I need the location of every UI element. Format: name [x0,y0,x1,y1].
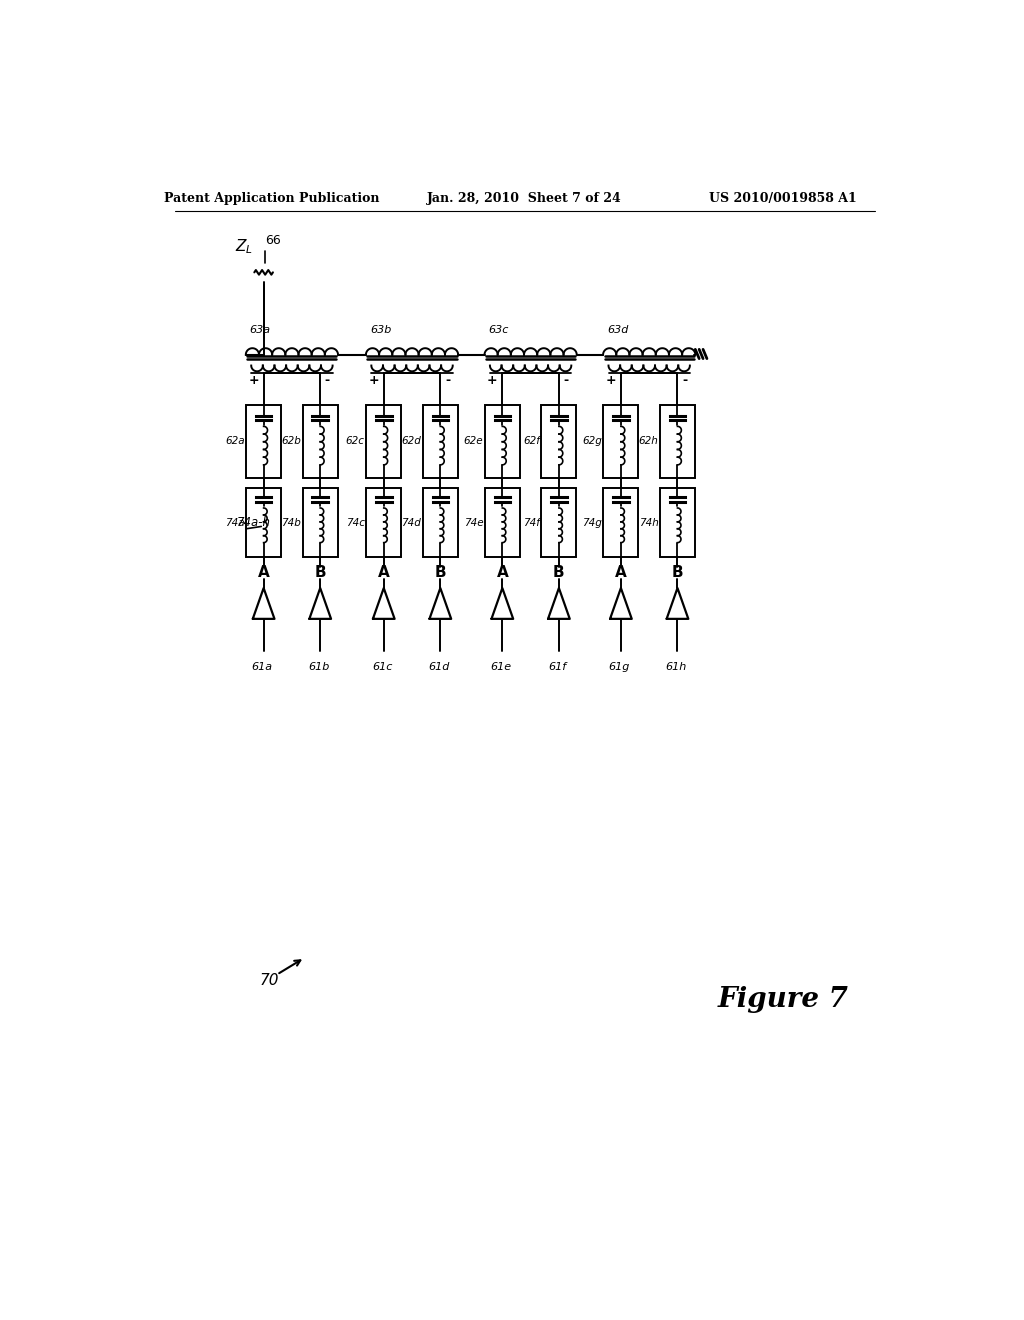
Text: B: B [553,565,564,581]
Text: 62a: 62a [225,437,245,446]
Text: 61d: 61d [428,661,450,672]
Text: 62c: 62c [346,437,365,446]
Text: 61h: 61h [666,661,686,672]
Bar [485,488,520,557]
Text: 63d: 63d [607,325,629,335]
Bar [660,405,695,478]
Text: 62e: 62e [464,437,483,446]
Text: US 2010/0019858 A1: US 2010/0019858 A1 [709,191,857,205]
Text: +: + [249,374,259,387]
Bar [603,488,638,557]
Text: 61g: 61g [608,661,630,672]
Bar [303,405,338,478]
Text: -: - [682,374,687,387]
Text: -: - [325,374,330,387]
Text: B: B [434,565,446,581]
Text: 74c: 74c [346,517,365,528]
Text: $Z_L$: $Z_L$ [234,238,253,256]
Text: B: B [314,565,326,581]
Text: 70: 70 [259,973,279,989]
Bar [246,488,281,557]
Text: +: + [487,374,498,387]
Bar [246,405,281,478]
Bar [303,488,338,557]
Text: 74g: 74g [582,517,602,528]
Text: 61a: 61a [252,661,272,672]
Bar [603,405,638,478]
Bar [660,488,695,557]
Text: Jan. 28, 2010  Sheet 7 of 24: Jan. 28, 2010 Sheet 7 of 24 [427,191,623,205]
Text: 62f: 62f [523,437,540,446]
Text: 74e: 74e [464,517,483,528]
Bar [367,405,401,478]
Bar [423,405,458,478]
Bar [423,488,458,557]
Bar [367,488,401,557]
Text: A: A [615,565,627,581]
Text: 74f: 74f [523,517,540,528]
Bar [485,405,520,478]
Text: 62h: 62h [639,437,658,446]
Text: -: - [445,374,451,387]
Text: 74b: 74b [282,517,301,528]
Text: Figure 7: Figure 7 [718,986,848,1012]
Text: -: - [563,374,568,387]
Text: 66: 66 [265,234,281,247]
Text: B: B [672,565,683,581]
Text: A: A [258,565,269,581]
Text: 61e: 61e [490,661,511,672]
Text: 63b: 63b [370,325,391,335]
Text: Patent Application Publication: Patent Application Publication [164,191,379,205]
Text: A: A [378,565,389,581]
Text: 61b: 61b [308,661,330,672]
Text: 61f: 61f [548,661,566,672]
Text: 74d: 74d [401,517,421,528]
Text: 74h: 74h [639,517,658,528]
Text: 62d: 62d [401,437,421,446]
Text: 61c: 61c [372,661,392,672]
Text: 62b: 62b [282,437,301,446]
Text: +: + [369,374,379,387]
Text: 74a: 74a [225,517,245,528]
Bar [542,488,577,557]
Bar [542,405,577,478]
Text: A: A [497,565,508,581]
Text: 63c: 63c [488,325,509,335]
Text: +: + [605,374,616,387]
Text: 63a: 63a [250,325,270,335]
Text: 62g: 62g [582,437,602,446]
Text: 74a-h: 74a-h [237,516,270,529]
